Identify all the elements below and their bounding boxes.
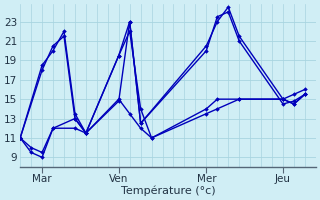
X-axis label: Température (°c): Température (°c) xyxy=(121,185,215,196)
